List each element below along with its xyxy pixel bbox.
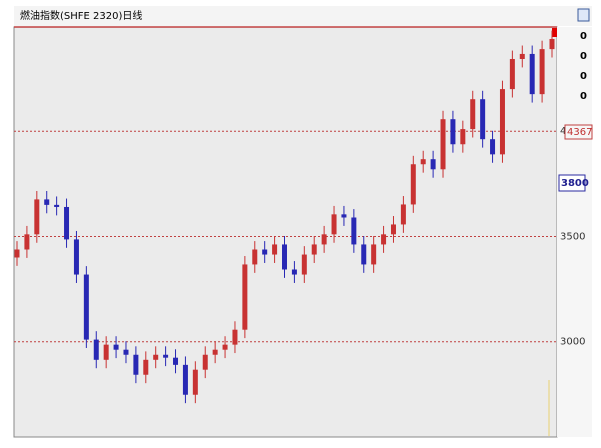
side-label: 0 [580,91,587,102]
title-bar [14,6,592,26]
candle-body [490,139,496,155]
candle-body [182,364,188,395]
candle-body [143,359,149,375]
candle-body [242,264,248,330]
candle-body [83,274,89,340]
candle-body [291,269,297,275]
y-tick-label: 3500 [560,231,585,242]
candle-body [113,344,119,350]
last-price-box [564,124,593,140]
candle-body [311,244,317,255]
marker-square [552,28,559,37]
plot-area [13,26,558,438]
candle-body [262,249,268,255]
candle-body [509,58,515,90]
marker-label: 3800 [561,178,589,189]
candle-body [173,357,179,365]
candle-body [133,354,139,375]
candle-body [539,49,545,95]
chart-title: 燃油指数(SHFE 2320)日线 [20,9,142,22]
candle-body [331,214,337,235]
candle-body [93,339,99,360]
candle-body [64,206,70,240]
candle-body [480,99,486,140]
price-panel [557,27,592,437]
candle-body [549,38,555,50]
candle-body [73,239,79,275]
candle-body [460,129,466,145]
candle-body [361,244,367,265]
candle-body [529,53,535,95]
candle-body [163,354,169,358]
candle-body [400,204,406,225]
candle-body [450,119,456,145]
candle-body [14,249,20,258]
candle-body [410,164,416,205]
candle-body [44,199,50,205]
side-label: 0 [580,51,587,62]
candle-body [519,53,525,59]
candle-body [272,244,278,255]
candle-body [232,329,238,345]
candle-body [499,89,505,155]
candle-body [252,249,258,265]
candle-body [282,244,287,270]
y-tick-label: 3000 [560,337,585,348]
candle-body [192,369,198,395]
candle-body [34,199,40,235]
candle-body [470,99,476,130]
settings-icon[interactable] [577,8,590,22]
candle-body [341,214,347,218]
candle-body [301,254,307,275]
marker-box [558,174,586,192]
candle-body [153,354,159,360]
candle-body [381,234,387,245]
last-price-label: 4367 [567,127,592,138]
candle-body [430,159,436,170]
side-label: 0 [580,71,587,82]
candle-body [103,344,109,360]
candle-body [123,349,129,355]
candle-body [371,244,377,265]
candle-body [321,234,327,245]
candle-body [212,349,218,355]
candle-body [202,354,208,370]
candle-body [351,217,357,245]
candle-body [24,234,30,250]
candle-body [390,224,396,235]
candle-body [440,119,446,170]
side-label: 0 [580,31,587,42]
candle-body [54,204,60,207]
candle-body [222,344,228,350]
candle-body [420,159,426,165]
